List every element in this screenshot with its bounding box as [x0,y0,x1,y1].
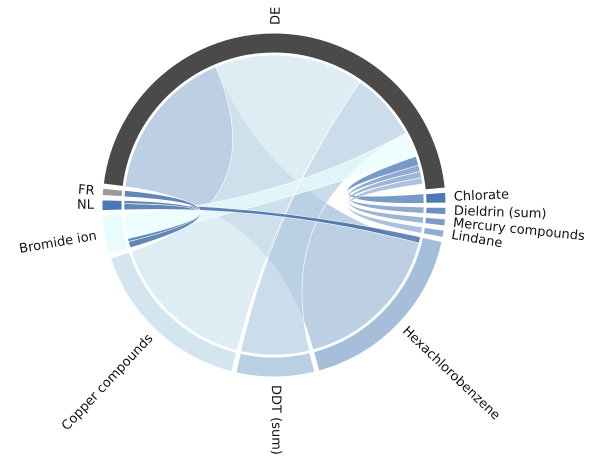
label-copper-compounds: Copper compounds [59,331,157,434]
ribbon-fr-bromide-ion [123,190,201,249]
arc-copper-compounds [109,251,238,373]
arc-lindane [422,226,445,239]
label-de: DE [269,7,284,25]
arc-bromide-ion [101,213,129,255]
ribbon-de-lindane [347,177,423,234]
label-nl: NL [77,198,95,213]
label-hexachlorobenzene: Hexachlorobenzene [399,324,503,424]
label-chlorate: Chlorate [454,187,510,204]
arc-chlorate [425,191,447,204]
arc-mercury-compounds [424,216,446,227]
label-bromide-ion: Bromide ion [18,229,98,257]
arc-fr [101,187,124,198]
arc-dieldrin-sum [425,206,447,216]
label-dieldrin-sum: Dieldrin (sum) [454,204,547,222]
arc-de [102,32,446,191]
ribbons [123,54,425,356]
label-fr: FR [77,183,95,199]
arc-nl [101,199,123,212]
label-ddt-sum: DDT (sum) [268,385,284,455]
arc-ddt-sum [235,352,316,378]
arc-hexachlorobenzene [313,236,443,372]
node-arcs [101,32,447,378]
